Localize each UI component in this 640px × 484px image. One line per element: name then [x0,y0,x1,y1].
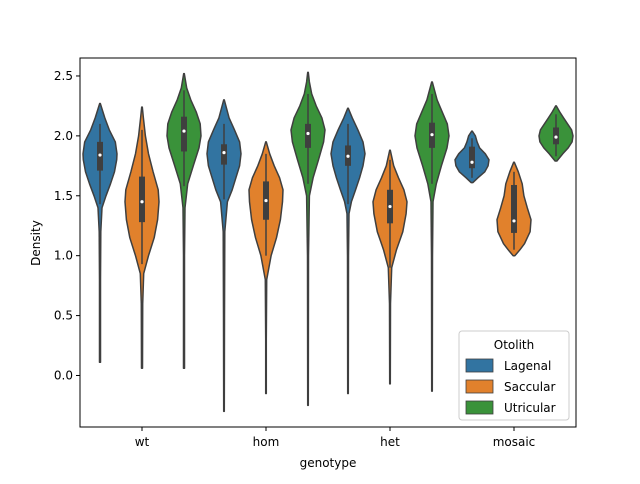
violin-median-dot [346,154,350,158]
legend-label: Saccular [504,380,555,394]
violin-iqr-box [181,116,187,152]
violin-mosaic-utricular [538,105,574,162]
legend-swatch [465,358,494,373]
violin-median-dot [430,133,434,137]
legend-box [458,330,570,421]
violin-iqr-box [305,123,311,148]
y-tick-label: 0.5 [54,309,73,323]
violin-median-dot [470,160,474,164]
violin-het-saccular [372,149,408,385]
violin-iqr-box [469,146,475,169]
violin-body [248,141,284,395]
violin-wt-saccular [124,106,160,370]
x-tick-label: wt [135,435,150,449]
violin-het-utricular [414,81,450,392]
legend: Otolith Lagenal Saccular Utricular [458,330,570,421]
violin-iqr-box [139,176,145,223]
x-axis-label: genotype [300,456,357,470]
plot-frame [79,57,577,428]
violin-body [290,71,326,407]
violin-median-dot [554,135,558,139]
y-axis-label: Density [29,220,43,266]
legend-label: Lagenal [504,359,551,373]
violin-wt-utricular [166,72,202,370]
violin-body [166,72,202,370]
y-tick-label: 2.5 [54,69,73,83]
violin-het-lagenal [330,107,366,395]
x-tick-label: het [380,435,400,449]
x-tick-label: hom [253,435,280,449]
y-tick-label: 1.0 [54,249,73,263]
x-tick-label: mosaic [493,435,536,449]
legend-item-saccular: Saccular [465,379,555,394]
violin-median-dot [264,198,268,203]
violin-body [330,107,366,395]
violin-median-dot [140,200,144,204]
legend-label: Utricular [504,401,556,415]
violin-median-dot [388,204,392,209]
violin-median-dot [306,131,310,136]
axes-layer: 0.0 0.5 1.0 1.5 2.0 2.5 wt hom het mosaic [54,57,577,449]
legend-item-lagenal: Lagenal [465,358,551,373]
violin-wt-lagenal [82,102,118,364]
y-tick-label: 0.0 [54,368,73,382]
violin-body [206,99,242,413]
legend-swatch [465,400,494,415]
y-tick-label: 1.5 [54,189,73,203]
legend-item-utricular: Utricular [465,400,556,415]
violin-median-dot [98,153,102,157]
violins-layer [82,71,574,413]
violin-hom-utricular [290,71,326,407]
violin-hom-saccular [248,141,284,395]
legend-title: Otolith [494,338,534,352]
violin-median-dot [512,219,516,223]
violin-median-dot [182,129,186,133]
violin-iqr-box [511,184,517,233]
violin-mosaic-lagenal [454,130,490,184]
violin-hom-lagenal [206,99,242,413]
violin-body [82,102,118,364]
violin-mosaic-saccular [496,161,532,257]
legend-swatch [465,379,494,394]
violin-median-dot [222,151,226,155]
violin-body [414,81,450,392]
violin-iqr-box [221,144,227,165]
y-tick-label: 2.0 [54,129,73,143]
